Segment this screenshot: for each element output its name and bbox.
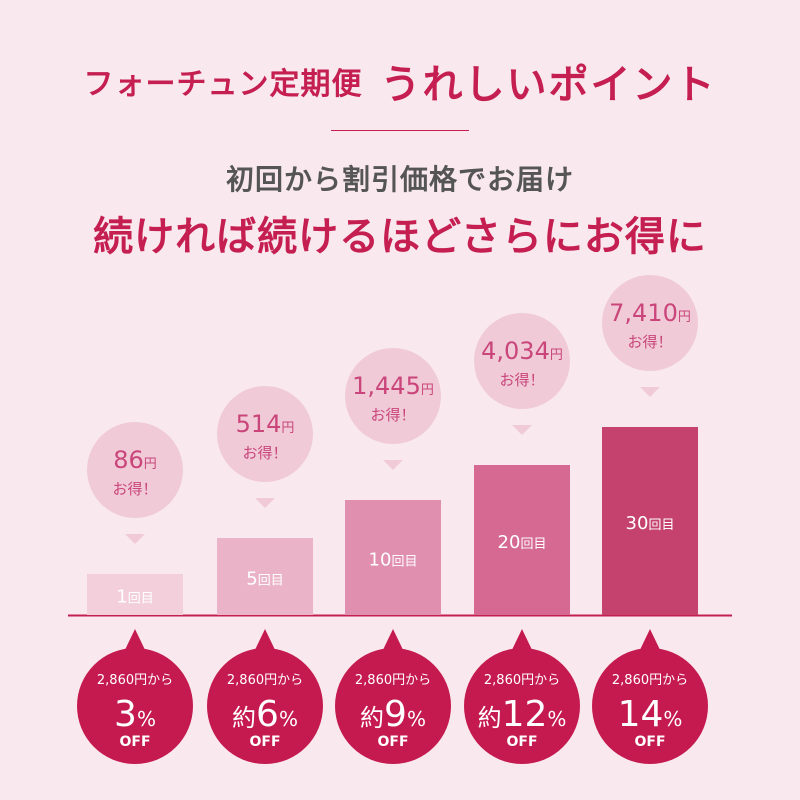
discount-percent-sign: % [407, 707, 426, 731]
page-title: フォーチュン定期便 うれしいポイント [0, 52, 800, 110]
discount-pointer-2 [253, 629, 277, 654]
savings-bubble-1 [87, 422, 183, 518]
subtitle: 初回から割引価格でお届け [225, 163, 574, 196]
bar-label-unit: 回目 [391, 555, 417, 570]
discount-off-4: OFF [506, 734, 537, 750]
discount-prefix-3: 2,860円から [355, 673, 431, 688]
savings-amount: 514 [236, 410, 282, 438]
bar-label-unit: 回目 [258, 574, 284, 589]
discount-approx: 約 [360, 704, 384, 732]
savings-pointer-2 [255, 498, 275, 508]
savings-value-4: 4,034円 [481, 337, 563, 365]
savings-pointer-1 [125, 534, 145, 544]
savings-unit: 円 [144, 457, 157, 472]
discount-approx: 約 [478, 704, 502, 732]
discount-percent-1: 3% [114, 694, 156, 735]
discount-badge-4 [464, 648, 580, 764]
bar-label-2: 5回目 [246, 569, 283, 590]
savings-amount: 4,034 [481, 337, 550, 365]
headline: 続ければ続けるほどさらにお得に [93, 214, 707, 260]
discount-pointer-5 [638, 629, 662, 654]
bar-1 [87, 574, 183, 615]
bar-label-4: 20回目 [498, 532, 547, 553]
discount-percent-5: 14% [618, 694, 683, 735]
discount-off-2: OFF [249, 734, 280, 750]
bar-label-num: 30 [626, 513, 649, 534]
discount-approx: 約 [232, 704, 256, 732]
savings-value-1: 86円 [113, 446, 157, 474]
bar-label-num: 1 [116, 587, 127, 608]
savings-value-3: 1,445円 [352, 372, 434, 400]
discount-off-1: OFF [119, 734, 150, 750]
discount-number: 3 [114, 694, 137, 735]
savings-suffix-2: お得！ [242, 444, 287, 462]
savings-suffix-5: お得！ [627, 333, 672, 351]
bar-5 [602, 427, 698, 615]
discount-percent-3: 約9% [360, 694, 426, 735]
discount-percent-sign: % [547, 707, 566, 731]
discount-number: 6 [256, 694, 279, 735]
bar-label-5: 30回目 [626, 513, 675, 534]
savings-value-5: 7,410円 [609, 299, 691, 327]
bar-2 [217, 538, 313, 615]
discount-badge-2 [207, 648, 323, 764]
savings-unit: 円 [281, 421, 294, 436]
bar-label-num: 5 [246, 569, 257, 590]
savings-bubble-2 [217, 386, 313, 482]
savings-value-2: 514円 [236, 410, 295, 438]
savings-bubble-3 [345, 348, 441, 444]
discount-prefix-4: 2,860円から [484, 673, 560, 688]
savings-bubble-5 [602, 275, 698, 371]
savings-amount: 1,445 [352, 372, 421, 400]
savings-amount: 7,410 [609, 299, 678, 327]
bar-label-num: 20 [498, 532, 521, 553]
savings-amount: 86 [113, 446, 144, 474]
savings-suffix-4: お得！ [499, 371, 544, 389]
discount-badge-3 [335, 648, 451, 764]
discount-pointer-3 [381, 629, 405, 654]
discount-prefix-2: 2,860円から [227, 673, 303, 688]
discount-percent-sign: % [663, 707, 682, 731]
discount-prefix-5: 2,860円から [612, 673, 688, 688]
savings-suffix-1: お得！ [112, 480, 157, 498]
title-main: フォーチュン定期便 [83, 67, 363, 102]
savings-pointer-5 [640, 387, 660, 397]
bar-label-unit: 回目 [128, 592, 154, 607]
bar-3 [345, 500, 441, 615]
savings-bubble-4 [474, 313, 570, 409]
bar-label-unit: 回目 [648, 518, 674, 533]
discount-badge-5 [592, 648, 708, 764]
discount-percent-sign: % [137, 707, 156, 731]
discount-percent-sign: % [279, 707, 298, 731]
discount-percent-4: 約12% [478, 694, 567, 735]
discount-number: 9 [384, 694, 407, 735]
title-highlight: うれしいポイント [380, 62, 717, 108]
savings-unit: 円 [550, 348, 563, 363]
discount-percent-2: 約6% [232, 694, 298, 735]
savings-pointer-4 [512, 425, 532, 435]
bar-label-unit: 回目 [520, 537, 546, 552]
discount-pointer-1 [123, 629, 147, 654]
discount-number: 14 [618, 694, 664, 735]
discount-off-3: OFF [377, 734, 408, 750]
savings-unit: 円 [678, 310, 691, 325]
savings-unit: 円 [421, 383, 434, 398]
discount-off-5: OFF [634, 734, 665, 750]
bar-label-3: 10回目 [369, 550, 418, 571]
bar-label-num: 10 [369, 550, 392, 571]
savings-pointer-3 [383, 460, 403, 470]
discount-badge-1 [77, 648, 193, 764]
title-divider [331, 130, 469, 131]
discount-number: 12 [502, 694, 548, 735]
savings-suffix-3: お得！ [370, 406, 415, 424]
bar-label-1: 1回目 [116, 587, 153, 608]
discount-prefix-1: 2,860円から [97, 673, 173, 688]
bar-4 [474, 465, 570, 615]
discount-pointer-4 [510, 629, 534, 654]
